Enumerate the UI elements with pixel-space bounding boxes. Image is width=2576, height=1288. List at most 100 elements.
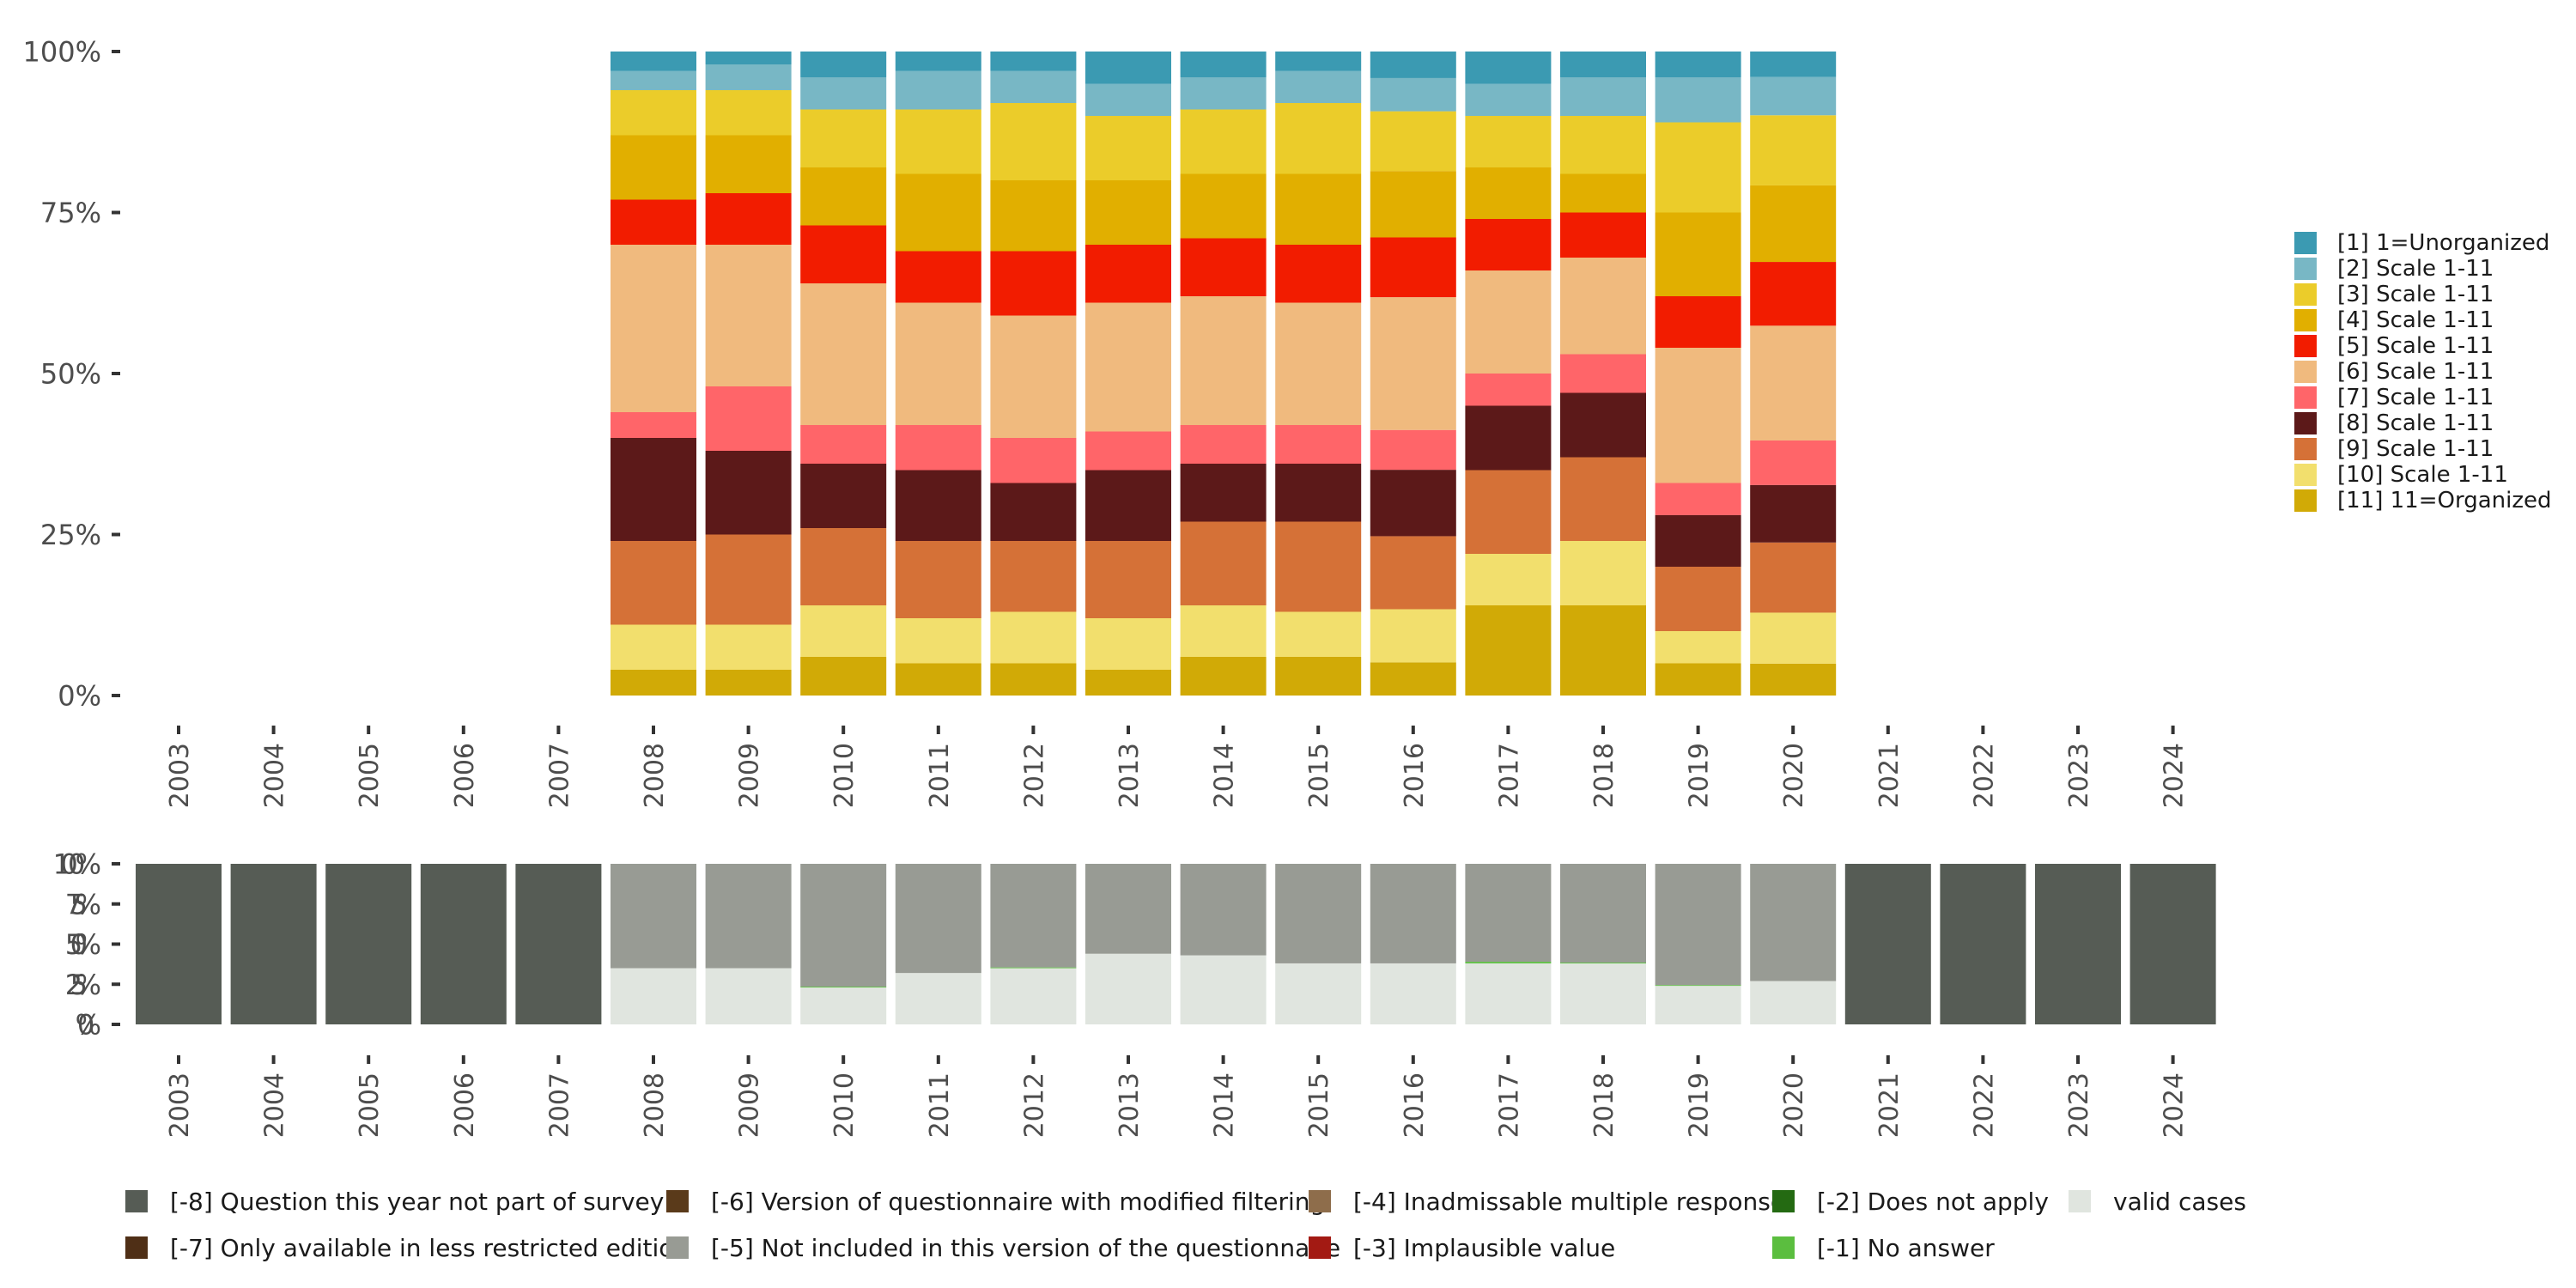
legend-swatch bbox=[2294, 335, 2317, 357]
bar-segment bbox=[800, 657, 887, 696]
bar-segment bbox=[895, 70, 981, 110]
bar-segment bbox=[990, 483, 1077, 541]
legend-item: [10] Scale 1-11 bbox=[2294, 462, 2552, 488]
bar-segment bbox=[895, 425, 981, 471]
bar-segment bbox=[990, 541, 1077, 612]
bar-segment bbox=[1370, 662, 1456, 696]
bar-segment bbox=[1750, 185, 1837, 263]
bar-segment bbox=[895, 109, 981, 174]
bar-segment bbox=[895, 251, 981, 303]
bar-segment bbox=[1465, 554, 1552, 605]
bar-segment bbox=[990, 52, 1077, 71]
bar-segment bbox=[136, 864, 222, 1024]
legend-swatch bbox=[1772, 1190, 1795, 1212]
bar-segment bbox=[2035, 864, 2121, 1024]
bar-segment bbox=[1275, 657, 1362, 696]
bar-segment bbox=[1180, 605, 1267, 657]
bar-segment bbox=[800, 464, 887, 528]
legend-row: [-7] Only available in less restricted e… bbox=[125, 1224, 2444, 1271]
legend-label: [-4] Inadmissable multiple response bbox=[1353, 1187, 1786, 1216]
legend-swatch bbox=[125, 1190, 148, 1212]
legend-label: [-2] Does not apply bbox=[1817, 1187, 2049, 1216]
bar-segment bbox=[1750, 981, 1837, 1024]
x-tick-label: 2017 bbox=[1494, 743, 1524, 808]
bar-segment bbox=[1465, 405, 1552, 471]
legend-label: [-3] Implausible value bbox=[1353, 1233, 1616, 1262]
x-tick-label: 2021 bbox=[1874, 1072, 1905, 1138]
y-tick-label: 100% bbox=[23, 36, 101, 69]
x-tick-label: 2008 bbox=[640, 1072, 670, 1138]
bar-segment bbox=[990, 611, 1077, 664]
x-tick-label: 2018 bbox=[1589, 1072, 1619, 1138]
bar-segment bbox=[990, 315, 1077, 438]
bar-segment bbox=[1560, 258, 1646, 355]
legend-swatch bbox=[125, 1236, 148, 1259]
legend-swatch bbox=[1309, 1236, 1331, 1259]
bar-segment bbox=[990, 180, 1077, 252]
legend-label: [-7] Only available in less restricted e… bbox=[170, 1233, 690, 1262]
bar-segment bbox=[895, 302, 981, 425]
bar-segment bbox=[1655, 985, 1741, 987]
bar-segment bbox=[1750, 440, 1837, 485]
bar-segment bbox=[1560, 354, 1646, 393]
legend-item: [4] Scale 1-11 bbox=[2294, 307, 2552, 333]
x-tick-label: 2018 bbox=[1589, 743, 1619, 808]
bar-segment bbox=[611, 135, 696, 200]
legend-swatch bbox=[2294, 232, 2317, 254]
legend-swatch bbox=[2294, 464, 2317, 486]
bar-segment bbox=[800, 283, 887, 425]
bar-segment bbox=[705, 90, 792, 136]
bar-segment bbox=[990, 663, 1077, 696]
bar-segment bbox=[1465, 470, 1552, 554]
bar-segment bbox=[1655, 52, 1741, 77]
legend-item: [-8] Question this year not part of surv… bbox=[125, 1188, 666, 1216]
bar-segment bbox=[800, 167, 887, 226]
legend-item: [2] Scale 1-11 bbox=[2294, 256, 2552, 282]
x-tick-label: 2024 bbox=[2160, 1072, 2190, 1138]
bar-segment bbox=[705, 193, 792, 245]
bar-segment bbox=[1180, 464, 1267, 522]
bar-segment bbox=[705, 52, 792, 64]
legend-label: [2] Scale 1-11 bbox=[2337, 256, 2494, 282]
bar-segment bbox=[1465, 83, 1552, 116]
bar-segment bbox=[611, 864, 696, 969]
bar-segment bbox=[990, 967, 1077, 969]
y-tick-label: 75% bbox=[40, 197, 101, 229]
bar-segment bbox=[1180, 52, 1267, 77]
legend-label: [3] Scale 1-11 bbox=[2337, 282, 2494, 307]
bar-segment bbox=[1275, 103, 1362, 174]
x-tick-label: 2011 bbox=[925, 743, 955, 808]
legend-swatch bbox=[2294, 438, 2317, 460]
legend-label: [5] Scale 1-11 bbox=[2337, 333, 2494, 359]
x-tick-label: 2022 bbox=[1969, 1072, 1999, 1138]
legend-swatch bbox=[2069, 1190, 2091, 1212]
x-tick-label: 2016 bbox=[1400, 743, 1430, 808]
bar-segment bbox=[1655, 296, 1741, 348]
bar-segment bbox=[800, 52, 887, 77]
bar-segment bbox=[1275, 245, 1362, 303]
bar-segment bbox=[1655, 663, 1741, 696]
bar-segment bbox=[1085, 953, 1171, 1024]
legend-label: [10] Scale 1-11 bbox=[2337, 462, 2508, 488]
bar-segment bbox=[1465, 374, 1552, 406]
bar-segment bbox=[1750, 52, 1837, 77]
x-tick-label: 2003 bbox=[165, 743, 195, 808]
x-tick-label: 2012 bbox=[1019, 1072, 1049, 1138]
legend-label: [9] Scale 1-11 bbox=[2337, 436, 2494, 462]
legend-item: valid cases bbox=[2069, 1188, 2246, 1216]
x-tick-label: 2014 bbox=[1210, 1072, 1240, 1138]
bar-segment bbox=[1085, 470, 1171, 541]
bar-segment bbox=[1180, 864, 1267, 956]
legend-item: [8] Scale 1-11 bbox=[2294, 410, 2552, 436]
bar-segment bbox=[1750, 612, 1837, 664]
bar-segment bbox=[420, 864, 507, 1024]
x-tick-label: 2006 bbox=[450, 743, 480, 808]
bottom-chart-missing-values: 0% 25% 50% 75% 100% 2003 2004 2005 2006 2007 2008 2… bbox=[53, 848, 2216, 1138]
bar-segment bbox=[1180, 657, 1267, 696]
bar-segment bbox=[1940, 864, 2026, 1024]
legend-swatch bbox=[2294, 361, 2317, 383]
bar-segment bbox=[1275, 963, 1362, 1024]
legend-label: [6] Scale 1-11 bbox=[2337, 359, 2494, 385]
bar-segment bbox=[1655, 515, 1741, 567]
